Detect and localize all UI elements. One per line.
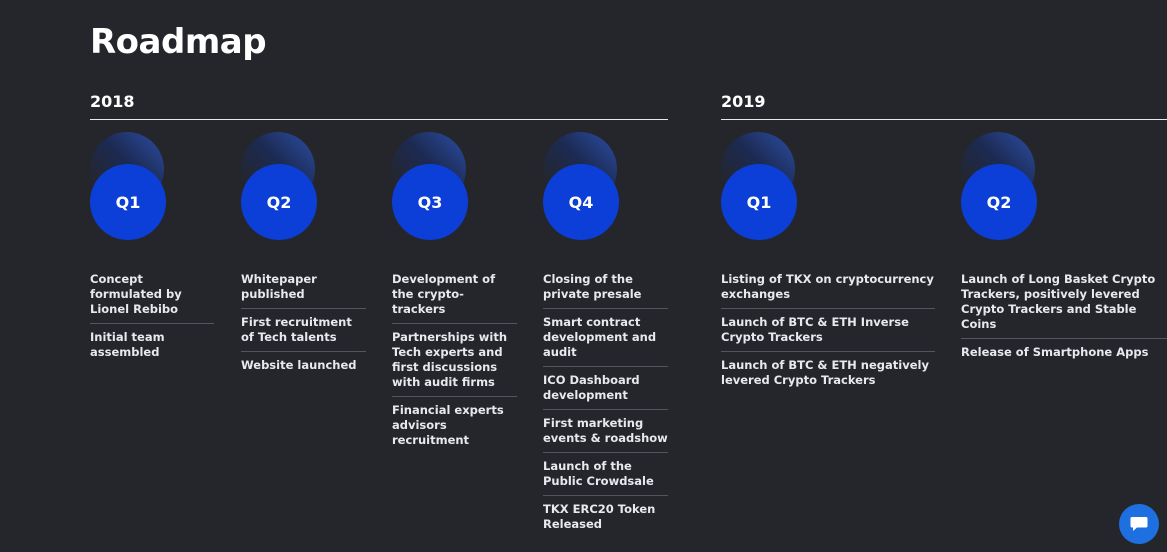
milestone-list: Closing of the private presale Smart con…: [543, 272, 668, 538]
milestone-item: ICO Dashboard development: [543, 367, 668, 410]
milestone-list: Listing of TKX on cryptocurrency exchang…: [721, 272, 935, 394]
milestone-list: Whitepaper published First recruitment o…: [241, 272, 366, 379]
milestone-list: Development of the crypto-trackers Partn…: [392, 272, 517, 454]
quarter-circle: Q4: [543, 164, 619, 240]
milestone-item: Development of the crypto-trackers: [392, 272, 517, 324]
milestone-item: Launch of BTC & ETH Inverse Crypto Track…: [721, 309, 935, 352]
quarter-circle: Q2: [961, 164, 1037, 240]
quarter-badge: Q2: [961, 132, 1037, 240]
quarter-label: Q2: [266, 192, 292, 212]
roadmap-column-2018-q1: Q1 Concept formulated by Lionel Rebibo I…: [90, 132, 214, 366]
milestone-item: Smart contract development and audit: [543, 309, 668, 367]
quarter-badge: Q4: [543, 132, 619, 240]
roadmap-column-2019-q1: Q1 Listing of TKX on cryptocurrency exch…: [721, 132, 935, 394]
milestone-item: TKX ERC20 Token Released: [543, 502, 656, 531]
quarter-circle: Q3: [392, 164, 468, 240]
chat-bubble-icon: [1130, 517, 1148, 531]
milestone-item: Closing of the private presale: [543, 272, 668, 309]
milestone-item: Initial team assembled: [90, 330, 165, 359]
milestone-list: Launch of Long Basket Crypto Trackers, p…: [961, 272, 1167, 366]
milestone-item: First recruitment of Tech talents: [241, 309, 366, 352]
quarter-label: Q1: [115, 192, 141, 212]
milestone-item: Listing of TKX on cryptocurrency exchang…: [721, 272, 935, 309]
quarter-label: Q3: [417, 192, 443, 212]
quarter-badge: Q1: [90, 132, 166, 240]
milestone-item: Launch of the Public Crowdsale: [543, 453, 668, 496]
milestone-item: Financial experts advisors recruitment: [392, 403, 504, 447]
milestone-item: Launch of BTC & ETH negatively levered C…: [721, 358, 929, 387]
year-heading-2018: 2018: [90, 92, 668, 120]
milestone-item: Website launched: [241, 358, 357, 372]
milestone-item: First marketing events & roadshow: [543, 410, 668, 453]
milestone-item: Partnerships with Tech experts and first…: [392, 324, 517, 397]
milestone-item: Launch of Long Basket Crypto Trackers, p…: [961, 272, 1167, 339]
quarter-circle: Q2: [241, 164, 317, 240]
roadmap-column-2018-q4: Q4 Closing of the private presale Smart …: [543, 132, 668, 538]
quarter-label: Q1: [746, 192, 772, 212]
milestone-item: Whitepaper published: [241, 272, 366, 309]
milestone-item: Concept formulated by Lionel Rebibo: [90, 272, 214, 324]
milestone-item: Release of Smartphone Apps: [961, 345, 1149, 359]
page-title: Roadmap: [90, 22, 267, 62]
quarter-circle: Q1: [721, 164, 797, 240]
roadmap-column-2018-q2: Q2 Whitepaper published First recruitmen…: [241, 132, 366, 379]
quarter-label: Q4: [568, 192, 594, 212]
roadmap-column-2019-q2: Q2 Launch of Long Basket Crypto Trackers…: [961, 132, 1167, 366]
chat-button[interactable]: [1119, 504, 1159, 544]
quarter-badge: Q1: [721, 132, 797, 240]
year-heading-2019: 2019: [721, 92, 1167, 120]
quarter-label: Q2: [986, 192, 1012, 212]
milestone-list: Concept formulated by Lionel Rebibo Init…: [90, 272, 214, 366]
quarter-badge: Q2: [241, 132, 317, 240]
quarter-badge: Q3: [392, 132, 468, 240]
roadmap-column-2018-q3: Q3 Development of the crypto-trackers Pa…: [392, 132, 517, 454]
quarter-circle: Q1: [90, 164, 166, 240]
